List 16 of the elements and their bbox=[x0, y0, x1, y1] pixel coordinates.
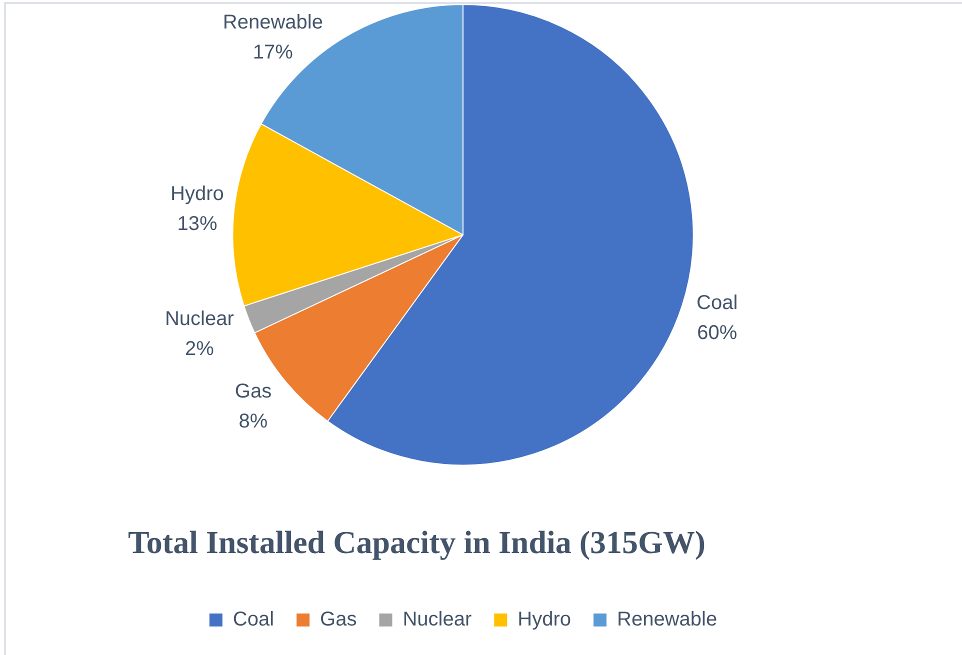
slice-label: Renewable bbox=[222, 12, 323, 34]
data-label: 60% bbox=[697, 322, 738, 344]
slice-label: Gas bbox=[234, 380, 272, 403]
data-label: 8% bbox=[238, 410, 268, 433]
slice-label: Hydro bbox=[170, 182, 224, 205]
data-label: 2% bbox=[184, 338, 214, 360]
slice-label: Coal bbox=[696, 292, 738, 314]
data-label: 13% bbox=[177, 212, 218, 235]
text: Total Installed Capacity in India (315GW) bbox=[128, 524, 706, 560]
slice-label: Nuclear bbox=[164, 308, 234, 330]
legend-label: Gas bbox=[320, 608, 357, 631]
legend-label: Coal bbox=[232, 608, 274, 631]
legend-label: Nuclear bbox=[402, 608, 472, 631]
legend-label: Hydro bbox=[518, 608, 572, 631]
data-label: 17% bbox=[252, 42, 294, 64]
legend-label: Renewable bbox=[617, 608, 718, 631]
